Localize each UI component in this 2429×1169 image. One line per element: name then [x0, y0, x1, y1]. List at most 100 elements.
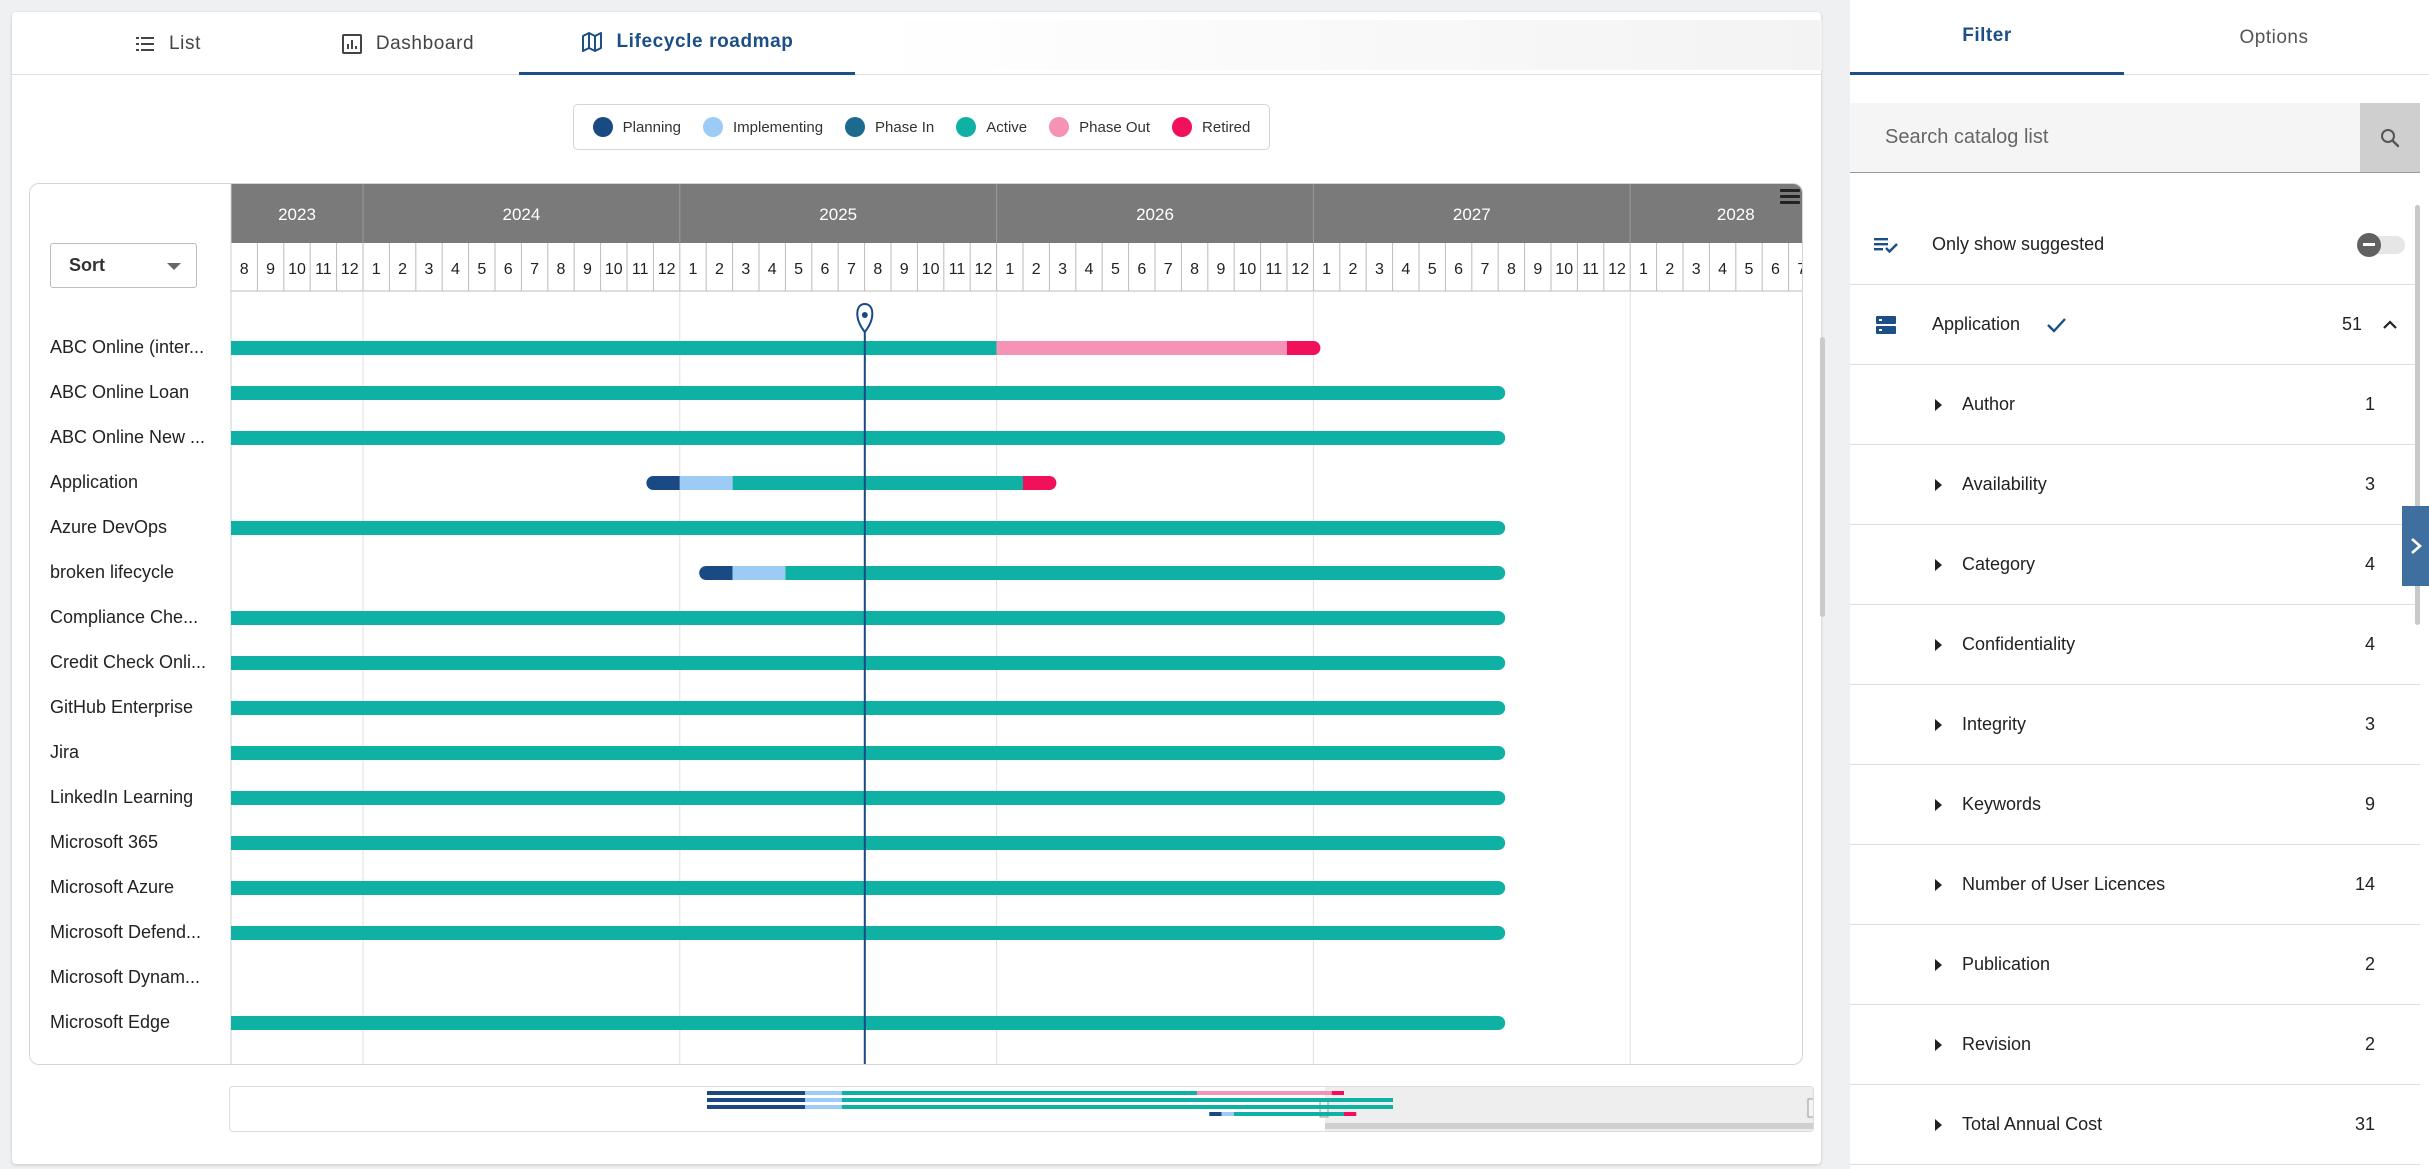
month-label-2025-12: 12 — [975, 261, 993, 278]
row-label[interactable]: Jira — [50, 742, 80, 762]
month-label-2024-7: 7 — [530, 261, 539, 278]
lifecycle-bar-phase-out — [996, 341, 1287, 355]
row-label[interactable]: Azure DevOps — [50, 517, 168, 537]
list-icon — [136, 36, 155, 51]
caret-right-icon — [1935, 958, 1942, 971]
tab-options-label: Options — [2239, 26, 2309, 48]
month-label-2024-9: 9 — [583, 261, 592, 278]
today-marker-dot — [861, 312, 868, 318]
lifecycle-bar-active — [785, 566, 1499, 580]
month-label-2026-5: 5 — [1111, 261, 1120, 278]
facet-row-confidentiality[interactable]: Confidentiality 4 — [1850, 605, 2420, 685]
caret-right-icon — [1935, 558, 1942, 571]
legend-item-retired[interactable]: Retired — [1172, 117, 1250, 137]
facet-count: 2 — [2364, 954, 2375, 974]
legend-item-active[interactable]: Active — [956, 117, 1027, 137]
row-label[interactable]: Microsoft 365 — [50, 832, 159, 852]
suggested-toggle[interactable] — [2357, 232, 2405, 257]
facet-row-integrity[interactable]: Integrity 3 — [1850, 685, 2420, 765]
facet-row-keywords[interactable]: Keywords 9 — [1850, 765, 2420, 845]
lifecycle-bar-planning — [653, 476, 680, 490]
month-label-2027-2: 2 — [1349, 261, 1358, 278]
expand-panel-handle[interactable] — [2402, 506, 2429, 586]
month-label-2024-8: 8 — [557, 261, 566, 278]
navigator-scrollbar — [1325, 1123, 1813, 1129]
row-label[interactable]: Compliance Che... — [50, 607, 199, 627]
row-label[interactable]: Microsoft Dynam... — [50, 967, 201, 987]
search-button[interactable] — [2360, 103, 2420, 172]
navigator-bar — [707, 1091, 805, 1095]
row-label[interactable]: Microsoft Azure — [50, 877, 175, 897]
month-label-2025-1: 1 — [689, 261, 698, 278]
facet-count: 2 — [2364, 1034, 2375, 1054]
month-label-2027-3: 3 — [1375, 261, 1384, 278]
legend-item-implementing[interactable]: Implementing — [703, 117, 823, 137]
row-label[interactable]: broken lifecycle — [50, 562, 175, 582]
facet-count: 4 — [2364, 634, 2375, 654]
tab-options[interactable]: Options — [2124, 0, 2424, 75]
navigator-bar — [1197, 1091, 1332, 1095]
suggested-toggle-row[interactable]: Only show suggested — [1850, 205, 2420, 285]
tab-bar-fade — [872, 20, 1822, 70]
row-label[interactable]: ABC Online New ... — [50, 427, 206, 447]
month-label-2027-4: 4 — [1401, 261, 1410, 278]
legend-item-phase-out[interactable]: Phase Out — [1049, 117, 1150, 137]
month-label-2024-11: 11 — [632, 261, 649, 278]
month-label-2024-2: 2 — [398, 261, 407, 278]
month-label-2027-8: 8 — [1507, 261, 1516, 278]
facet-row-availability[interactable]: Availability 3 — [1850, 445, 2420, 525]
month-label-2025-11: 11 — [949, 261, 966, 278]
legend-dot — [592, 117, 613, 137]
facet-label: Author — [1962, 394, 2016, 414]
sort-dropdown[interactable]: Sort — [50, 243, 197, 288]
row-label[interactable]: ABC Online (inter... — [50, 337, 205, 357]
bar-end-cap — [1491, 746, 1506, 760]
bar-end-cap — [1491, 791, 1506, 805]
row-label[interactable]: Microsoft Defend... — [50, 922, 202, 942]
legend-label: Planning — [622, 118, 681, 136]
row-label[interactable]: GitHub Enterprise — [50, 697, 194, 717]
tab-filter[interactable]: Filter — [1850, 0, 2124, 75]
row-label[interactable]: LinkedIn Learning — [50, 787, 194, 807]
facet-row-category[interactable]: Category 4 — [1850, 525, 2420, 605]
row-label[interactable]: ABC Online Loan — [50, 382, 190, 402]
chevron-up-icon[interactable] — [2381, 316, 2399, 334]
navigator-bar — [1209, 1112, 1222, 1116]
year-label-2026: 2026 — [1136, 205, 1174, 224]
timeline-navigator[interactable] — [229, 1086, 1814, 1132]
month-label-2028-7: 7 — [1797, 261, 1803, 278]
row-label[interactable]: Microsoft Edge — [50, 1012, 171, 1032]
facet-row-number-of-user-licences[interactable]: Number of User Licences 14 — [1850, 845, 2420, 925]
facet-row-total-annual-cost[interactable]: Total Annual Cost 31 — [1850, 1085, 2420, 1165]
row-label[interactable]: Application — [50, 472, 139, 492]
facet-label: Revision — [1962, 1034, 2032, 1054]
month-label-2027-6: 6 — [1454, 261, 1463, 278]
chart-menu-icon[interactable] — [1780, 189, 1800, 205]
navigator-bar — [841, 1105, 1393, 1109]
navigator-bar — [841, 1098, 1393, 1102]
facet-count: 3 — [2364, 474, 2375, 494]
month-label-2023-9: 9 — [266, 261, 275, 278]
search-input[interactable] — [1850, 103, 2360, 171]
application-filter-row[interactable]: Application 51 — [1850, 285, 2420, 365]
tab-lifecycle-roadmap[interactable]: Lifecycle roadmap — [519, 12, 855, 75]
legend-item-planning[interactable]: Planning — [592, 117, 681, 137]
tab-list[interactable]: List — [62, 12, 272, 75]
legend-dot — [1172, 117, 1193, 137]
row-label[interactable]: Credit Check Onli... — [50, 652, 207, 672]
view-tabs: List Dashboard Lifecycle roadmap — [12, 12, 1822, 75]
facet-row-revision[interactable]: Revision 2 — [1850, 1005, 2420, 1085]
tab-dashboard[interactable]: Dashboard — [282, 12, 532, 75]
main-scrollbar[interactable] — [1820, 337, 1825, 617]
month-label-2025-9: 9 — [900, 261, 909, 278]
search-icon — [2381, 128, 2400, 147]
month-label-2026-10: 10 — [1239, 261, 1257, 278]
facet-count: 14 — [2354, 874, 2375, 894]
side-scrollbar[interactable] — [2415, 205, 2420, 625]
navigator-preview — [707, 1087, 1813, 1131]
facet-row-author[interactable]: Author 1 — [1850, 365, 2420, 445]
legend-item-phase-in[interactable]: Phase In — [845, 117, 934, 137]
month-label-2026-1: 1 — [1005, 261, 1014, 278]
bar-end-cap — [1491, 701, 1506, 715]
facet-row-publication[interactable]: Publication 2 — [1850, 925, 2420, 1005]
